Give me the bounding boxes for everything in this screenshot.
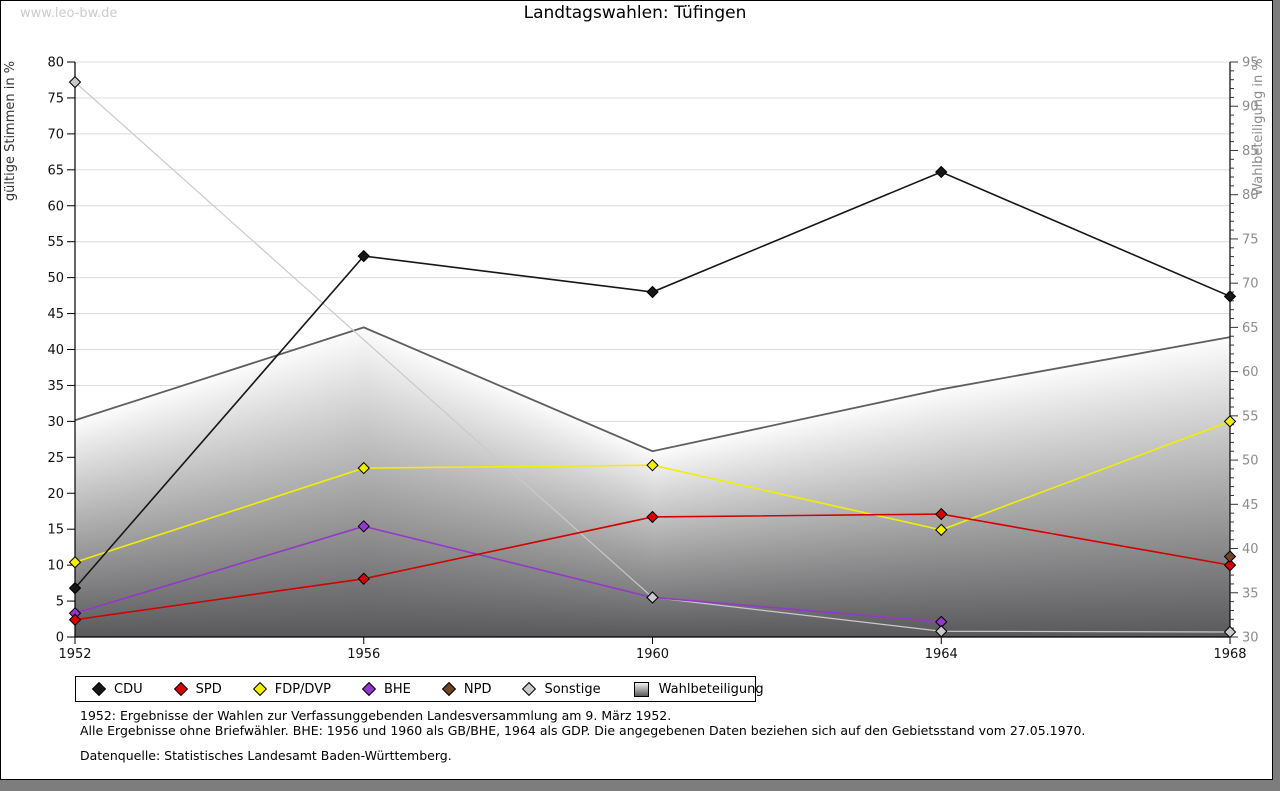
marker-npd-1968 [1223, 550, 1237, 563]
left-axis-tick-label: 65 [47, 163, 64, 178]
right-axis-tick-label: 55 [1242, 409, 1259, 424]
series-line-sonstige [74, 81, 1231, 633]
legend-label-npd: NPD [463, 681, 492, 697]
watermark: www.leo-bw.de [20, 6, 118, 21]
footnote-1952: 1952: Ergebnisse der Wahlen zur Verfassu… [80, 708, 672, 723]
legend-label-sonstige: Sonstige [544, 681, 601, 697]
left-axis-tick-label: 10 [47, 559, 64, 574]
marker-spd-1956 [357, 572, 370, 585]
marker-cdu-1968 [1223, 290, 1237, 303]
right-axis-tick-label: 35 [1242, 586, 1259, 601]
marker-spd-1964 [935, 507, 948, 521]
right-axis-tick-label: 30 [1242, 631, 1259, 646]
left-axis-tick-label: 35 [47, 379, 64, 394]
legend-item-cdu: CDU [91, 681, 143, 697]
legend-diamond-bhe [361, 681, 377, 697]
x-axis-year-label: 1952 [58, 647, 91, 662]
turnout-area [74, 326, 1231, 637]
left-axis-tick-label: 25 [47, 451, 64, 466]
legend-label-wahlbeteiligung: Wahlbeteiligung [658, 681, 764, 697]
legend-label-cdu: CDU [114, 681, 143, 697]
marker-fdp-dvp-1968 [1223, 415, 1237, 428]
marker-sonstige-1952 [68, 75, 82, 89]
left-axis-tick-label: 40 [47, 343, 64, 358]
marker-sonstige-1964 [935, 625, 948, 638]
chart-plot: 0 5 10 15 20 25 30 35 40 45 50 55 60 65 70 75 80 30 35 40 45… [47, 56, 1258, 663]
legend-item-fdp-dvp: FDP/DVP [252, 681, 331, 697]
legend-diamond-spd [173, 681, 188, 697]
marker-fdp-dvp-1964 [935, 523, 948, 537]
right-axis-tick-label: 85 [1242, 144, 1259, 159]
page-title: Landtagswahlen: Tüfingen [523, 3, 747, 23]
left-axis-tick-label: 80 [47, 56, 64, 71]
marker-cdu-1964 [935, 165, 948, 179]
marker-cdu-1952 [68, 581, 82, 595]
right-axis-tick-label: 45 [1242, 498, 1259, 513]
legend-diamond-sonstige [522, 681, 537, 697]
right-axis-tick-label: 70 [1242, 277, 1259, 292]
marker-cdu-1960 [646, 285, 659, 299]
left-axis-tick-label: 55 [47, 235, 64, 250]
x-axis-year-label: 1968 [1213, 647, 1246, 662]
legend-swatch-turnout [633, 681, 649, 697]
left-axis-tick-label: 30 [47, 415, 64, 430]
left-axis-tick-label: 15 [47, 523, 64, 538]
footnote-method: Alle Ergebnisse ohne Briefwähler. BHE: 1… [80, 722, 1086, 738]
x-axis-year-label: 1960 [636, 647, 669, 662]
left-axis-tick-label: 60 [47, 199, 64, 214]
legend-label-fdp-dvp: FDP/DVP [274, 681, 331, 697]
footnote-source: Datenquelle: Statistisches Landesamt Bad… [80, 748, 452, 763]
right-axis-tick-label: 65 [1242, 321, 1259, 336]
legend-label-spd: SPD [195, 681, 222, 697]
left-axis-tick-label: 70 [47, 127, 64, 142]
left-axis-tick-label: 50 [47, 271, 64, 286]
marker-spd-1952 [68, 613, 82, 626]
turnout-area-border [74, 326, 1231, 453]
chart-legend: CDU SPD FDP/DVP BHE NPD Sonstige Wahlbeteiligu… [75, 676, 764, 702]
footnotes: 1952: Ergebnisse der Wahlen zur Verfassu… [80, 708, 1086, 764]
legend-diamond-npd [441, 681, 456, 697]
left-axis-tick-label: 0 [56, 631, 64, 646]
legend-item-spd: SPD [173, 681, 222, 697]
axes: 0 5 10 15 20 25 30 35 40 45 50 55 60 65 70 75 80 30 35 40 45… [47, 56, 1258, 663]
left-axis-title: gültige Stimmen in % [3, 61, 18, 201]
legend-item-sonstige: Sonstige [522, 681, 601, 697]
legend-item-npd: NPD [441, 681, 492, 697]
legend-label-bhe: BHE [383, 681, 411, 697]
series-markers [68, 75, 1237, 639]
right-axis-tick-label: 90 [1242, 100, 1259, 115]
left-axis-tick-label: 45 [47, 307, 64, 322]
right-axis-tick-label: 50 [1242, 454, 1259, 469]
x-axis-year-label: 1956 [347, 647, 380, 662]
right-axis-tick-label: 60 [1242, 365, 1259, 380]
legend-diamond-cdu [91, 681, 107, 697]
legend-item-wahlbeteiligung: Wahlbeteiligung [633, 681, 764, 697]
marker-spd-1968 [1223, 558, 1237, 572]
frame-shadow-right [1273, 0, 1280, 791]
marker-fdp-dvp-1960 [646, 459, 659, 472]
right-axis-tick-label: 95 [1242, 56, 1259, 71]
left-axis-tick-label: 75 [47, 91, 64, 106]
x-axis-year-label: 1964 [925, 647, 958, 662]
legend-item-bhe: BHE [361, 681, 411, 697]
right-axis-title: Wahlbeteiligung in % [1251, 58, 1266, 195]
legend-diamond-fdp-dvp [252, 681, 267, 697]
marker-fdp-dvp-1952 [68, 556, 82, 569]
marker-sonstige-1960 [646, 591, 659, 604]
marker-bhe-1956 [357, 520, 370, 533]
left-axis-tick-label: 20 [47, 487, 64, 502]
left-axis-tick-label: 5 [56, 595, 64, 610]
right-axis-tick-label: 75 [1242, 232, 1259, 247]
right-axis-tick-label: 80 [1242, 188, 1259, 203]
marker-sonstige-1968 [1223, 625, 1237, 639]
series-line-bhe [74, 525, 942, 623]
marker-fdp-dvp-1956 [357, 461, 370, 475]
marker-spd-1960 [646, 510, 659, 524]
frame-shadow-bottom [0, 780, 1280, 791]
right-axis-tick-label: 40 [1242, 542, 1259, 557]
marker-cdu-1956 [357, 249, 370, 263]
